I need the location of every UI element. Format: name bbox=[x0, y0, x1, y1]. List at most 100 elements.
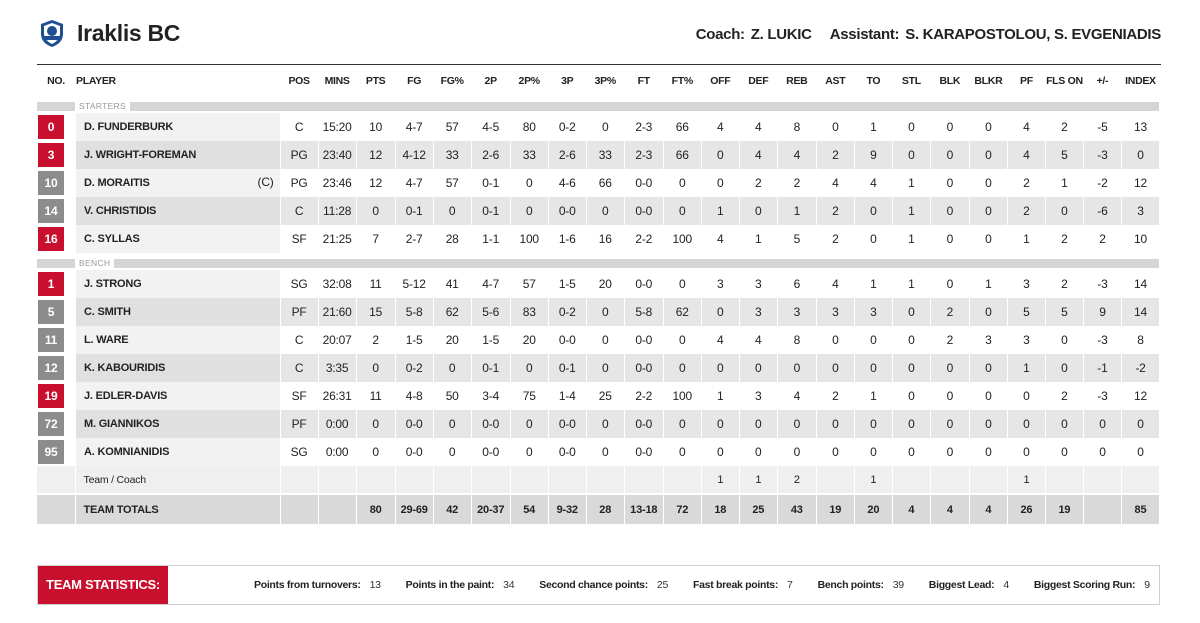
stat-cell: 0:00 bbox=[318, 410, 357, 438]
stat-cell: 2 bbox=[816, 225, 855, 253]
player-name-cell[interactable]: J. STRONG bbox=[75, 270, 281, 298]
stat-cell: 2 bbox=[1083, 225, 1122, 253]
player-name-cell[interactable]: K. KABOURIDIS bbox=[75, 354, 281, 382]
column-header[interactable]: BLK bbox=[939, 75, 961, 87]
player-name[interactable]: J. WRIGHT-FOREMAN bbox=[84, 149, 197, 161]
stat-cell: 0 bbox=[930, 438, 970, 466]
player-row[interactable]: 16 C. SYLLAS SF 21:25 7 2-7 28 1-1 100 1-6 16 2-2 10… bbox=[37, 225, 1161, 253]
column-header[interactable]: MINS bbox=[324, 75, 350, 87]
column-header[interactable]: BLKR bbox=[974, 75, 1003, 87]
team-coach-stat-cell: 1 bbox=[854, 466, 893, 494]
stat-cell: 0 bbox=[892, 298, 931, 326]
player-name[interactable]: M. GIANNIKOS bbox=[84, 418, 160, 430]
player-row[interactable]: 14 V. CHRISTIDIS C 11:28 0 0-1 0 0-1 0 0-0 0 0-0 0 1 0… bbox=[37, 197, 1161, 225]
player-row[interactable]: 5 C. SMITH PF 21:60 15 5-8 62 5-6 83 0-2 0 5-8 62 0 3 3… bbox=[37, 298, 1161, 326]
stat-cell: 4 bbox=[816, 270, 855, 298]
player-name-cell[interactable]: L. WARE bbox=[75, 326, 281, 354]
column-header[interactable]: NO. bbox=[47, 75, 65, 87]
stat-cell: 2 bbox=[930, 326, 970, 354]
stat-cell: 1 bbox=[1007, 354, 1046, 382]
player-name[interactable]: D. MORAITIS bbox=[84, 177, 150, 189]
column-header[interactable]: FLS ON bbox=[1046, 75, 1083, 87]
column-header[interactable]: FT bbox=[637, 75, 651, 87]
player-name-cell[interactable]: C. SMITH bbox=[75, 298, 281, 326]
column-header[interactable]: 3P% bbox=[594, 75, 617, 87]
jersey-number: 11 bbox=[38, 328, 64, 352]
stat-cell: 0 bbox=[1007, 410, 1046, 438]
player-name[interactable]: J. EDLER-DAVIS bbox=[84, 390, 168, 402]
team-totals-stat-cell: 85 bbox=[1121, 493, 1161, 524]
jersey-number-cell: 16 bbox=[37, 225, 77, 253]
stat-cell: 0-0 bbox=[624, 326, 664, 354]
column-header[interactable]: POS bbox=[288, 75, 310, 87]
column-header[interactable]: 2P bbox=[484, 75, 498, 87]
column-header[interactable]: PF bbox=[1019, 75, 1033, 87]
column-header[interactable]: FT% bbox=[671, 75, 694, 87]
player-name-cell[interactable]: A. KOMNIANIDIS bbox=[75, 438, 281, 466]
box-score-table: NO. PLAYER POS MINS PTS FG FG% 2P 2P% 3P 3P% FT FT% O… bbox=[37, 66, 1161, 524]
column-header[interactable]: 2P% bbox=[518, 75, 541, 87]
team-stat-value: 13 bbox=[369, 579, 381, 591]
player-row[interactable]: 1 J. STRONG SG 32:08 11 5-12 41 4-7 57 1-5 20 0-0 0 3… bbox=[37, 270, 1161, 298]
team-coach-stat-cell bbox=[1083, 466, 1122, 494]
column-header[interactable]: PTS bbox=[365, 75, 386, 87]
stat-cell: 0 bbox=[892, 410, 931, 438]
player-name-cell[interactable]: D. MORAITIS (C) bbox=[75, 169, 281, 197]
player-row[interactable]: 11 L. WARE C 20:07 2 1-5 20 1-5 20 0-0 0 0-0 0 4 4 8 0 0 0… bbox=[37, 326, 1161, 354]
player-name[interactable]: V. CHRISTIDIS bbox=[84, 205, 157, 217]
stat-cell: 0-1 bbox=[471, 197, 511, 225]
player-row[interactable]: 19 J. EDLER-DAVIS SF 26:31 11 4-8 50 3-4 75 1-4 25… bbox=[37, 382, 1161, 410]
player-name-cell[interactable]: D. FUNDERBURK bbox=[75, 113, 281, 141]
stat-cell: 1 bbox=[739, 225, 778, 253]
column-header[interactable]: AST bbox=[825, 75, 846, 87]
stat-cell: 0:00 bbox=[318, 438, 357, 466]
column-header[interactable]: TO bbox=[866, 75, 881, 87]
jersey-number: 95 bbox=[38, 440, 64, 464]
column-header[interactable]: +/- bbox=[1096, 75, 1109, 87]
stat-cell: 57 bbox=[510, 270, 549, 298]
player-name[interactable]: D. FUNDERBURK bbox=[84, 121, 174, 133]
stat-cell: 1-5 bbox=[395, 326, 434, 354]
stat-cell: 0 bbox=[663, 410, 702, 438]
stat-cell: 21:25 bbox=[318, 225, 357, 253]
player-row[interactable]: 72 M. GIANNIKOS PF 0:00 0 0-0 0 0-0 0 0-0 0 0-0 0 0 0 0… bbox=[37, 410, 1161, 438]
team-coach-stat-cell: 1 bbox=[739, 466, 778, 494]
player-row[interactable]: 3 J. WRIGHT-FOREMAN PG 23:40 12 4-12 33 2-6 33 2-… bbox=[37, 141, 1161, 169]
player-row[interactable]: 12 K. KABOURIDIS C 3:35 0 0-2 0 0-1 0 0-1 0 0-0 0 0 0 0… bbox=[37, 354, 1161, 382]
stat-cell: 0 bbox=[930, 197, 970, 225]
column-header[interactable]: 3P bbox=[561, 75, 574, 87]
column-header[interactable]: STL bbox=[901, 75, 921, 87]
player-row[interactable]: 10 D. MORAITIS (C) PG 23:46 12 4-7 57 0-1 0 4-6 66 0… bbox=[37, 169, 1161, 197]
stat-cell: 100 bbox=[663, 225, 702, 253]
stat-cell: -1 bbox=[1083, 354, 1122, 382]
player-row[interactable]: 0 D. FUNDERBURK C 15:20 10 4-7 57 4-5 80 0-2 0 2-3 6… bbox=[37, 113, 1161, 141]
player-name[interactable]: K. KABOURIDIS bbox=[84, 362, 166, 374]
player-name[interactable]: C. SMITH bbox=[84, 306, 131, 318]
player-row[interactable]: 95 A. KOMNIANIDIS SG 0:00 0 0-0 0 0-0 0 0-0 0 0-0 0 0… bbox=[37, 438, 1161, 466]
stat-cell: 0-0 bbox=[395, 438, 434, 466]
stat-cell: 0 bbox=[892, 354, 931, 382]
stat-cell: 0 bbox=[663, 197, 702, 225]
section-label: BENCH bbox=[75, 256, 115, 269]
stat-cell: 0 bbox=[739, 438, 778, 466]
column-header[interactable]: DEF bbox=[748, 75, 769, 87]
player-name[interactable]: A. KOMNIANIDIS bbox=[84, 446, 170, 458]
player-name-cell[interactable]: J. EDLER-DAVIS bbox=[75, 382, 281, 410]
column-header[interactable]: INDEX bbox=[1125, 75, 1156, 87]
player-name-cell[interactable]: C. SYLLAS bbox=[75, 225, 281, 253]
player-name[interactable]: J. STRONG bbox=[84, 278, 142, 290]
column-header[interactable]: OFF bbox=[710, 75, 731, 87]
player-name-cell[interactable]: M. GIANNIKOS bbox=[75, 410, 281, 438]
column-header[interactable]: FG% bbox=[440, 75, 464, 87]
player-name[interactable]: C. SYLLAS bbox=[84, 233, 140, 245]
column-header[interactable]: FG bbox=[407, 75, 422, 87]
stat-cell: 5-8 bbox=[624, 298, 664, 326]
team-coach-stat-cell bbox=[318, 466, 357, 494]
player-name[interactable]: L. WARE bbox=[84, 334, 129, 346]
stat-cell: 14 bbox=[1121, 298, 1161, 326]
column-header[interactable]: REB bbox=[786, 75, 808, 87]
player-name-cell[interactable]: J. WRIGHT-FOREMAN bbox=[75, 141, 281, 169]
column-header[interactable]: PLAYER bbox=[76, 75, 116, 87]
player-name-cell[interactable]: V. CHRISTIDIS bbox=[75, 197, 281, 225]
jersey-number: 19 bbox=[38, 384, 64, 408]
